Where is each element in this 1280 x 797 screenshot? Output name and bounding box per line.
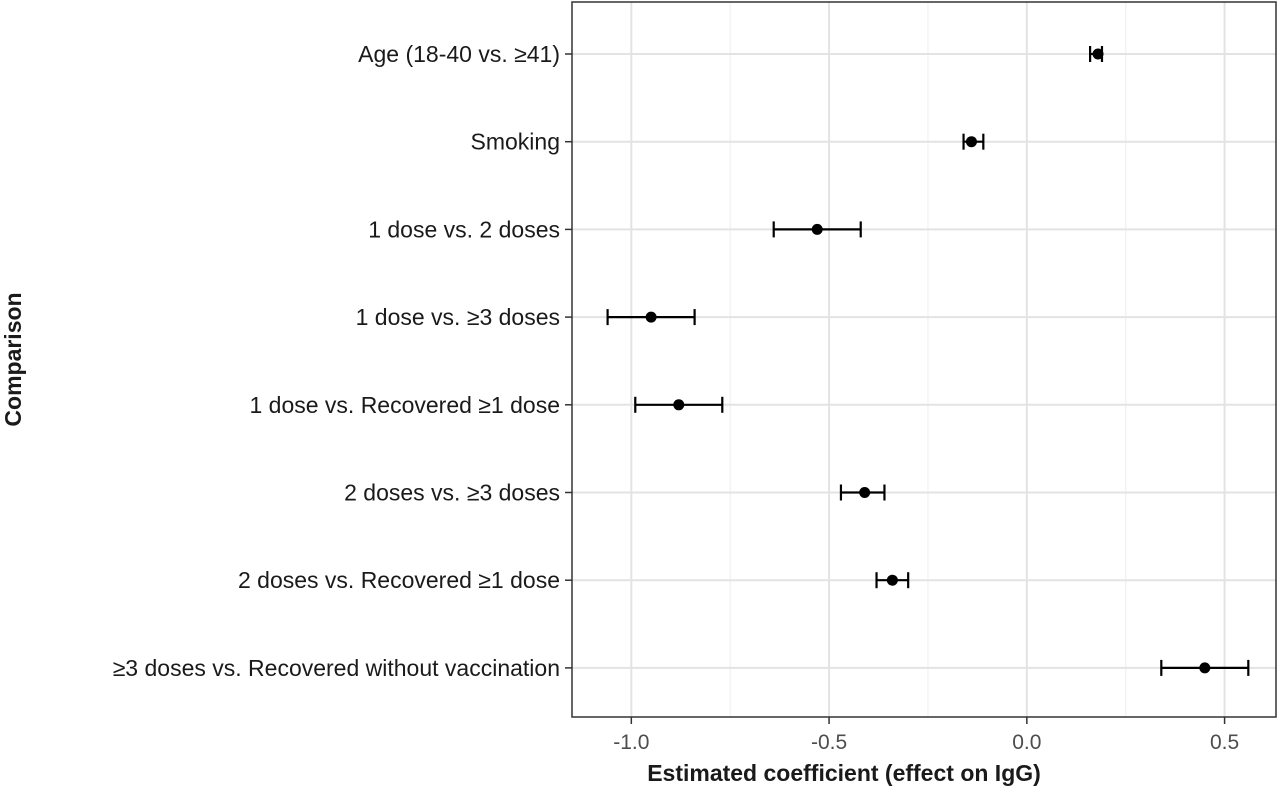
point-estimate — [886, 574, 898, 586]
y-tick-label: ≥3 doses vs. Recovered without vaccinati… — [113, 655, 560, 681]
x-axis-ticks: -1.0 -0.5 0.0 0.5 — [613, 717, 1239, 754]
point-estimate — [811, 223, 823, 235]
minor-gridlines — [729, 2, 1127, 717]
point-estimate — [965, 136, 977, 148]
x-tick-label: 0.5 — [1210, 731, 1239, 754]
y-tick-label: 2 doses vs. Recovered ≥1 dose — [238, 567, 560, 593]
y-tick-label: 1 dose vs. ≥3 doses — [356, 304, 560, 330]
point-estimate — [1092, 48, 1104, 60]
point-estimate — [673, 399, 685, 411]
panel-border — [571, 1, 1277, 718]
y-tick-label: 1 dose vs. 2 doses — [368, 216, 560, 242]
y-axis-ticks: Age (18-40 vs. ≥41) Smoking 1 dose vs. 2 d… — [113, 41, 572, 681]
major-gridlines — [572, 2, 1276, 717]
x-tick-label: -0.5 — [811, 731, 847, 754]
x-axis-title: Estimated coefficient (effect on IgG) — [647, 760, 1041, 786]
y-tick-label: 1 dose vs. Recovered ≥1 dose — [249, 392, 560, 418]
y-tick-label: Smoking — [471, 129, 560, 155]
y-tick-label: 2 doses vs. ≥3 doses — [344, 480, 560, 506]
x-tick-label: -1.0 — [613, 731, 649, 754]
point-estimate — [645, 311, 657, 323]
point-estimate — [1199, 662, 1211, 674]
point-estimate — [859, 487, 871, 498]
y-axis-title: Comparison — [0, 292, 26, 426]
x-tick-label: 0.0 — [1012, 731, 1041, 754]
point-estimates — [645, 48, 1211, 674]
y-tick-label: Age (18-40 vs. ≥41) — [358, 41, 560, 67]
